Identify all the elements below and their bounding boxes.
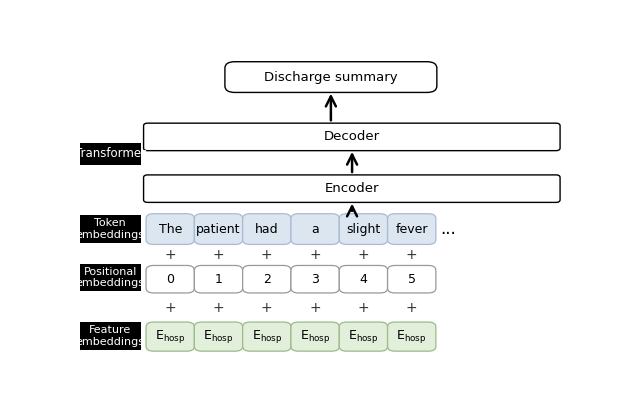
FancyBboxPatch shape — [243, 322, 291, 351]
Text: 3: 3 — [311, 273, 319, 286]
Text: Encoder: Encoder — [324, 182, 379, 195]
Text: slight: slight — [346, 223, 380, 236]
Text: +: + — [164, 300, 176, 315]
Text: Discharge summary: Discharge summary — [264, 71, 398, 84]
FancyBboxPatch shape — [387, 265, 436, 293]
Text: $\mathrm{E}_{\mathrm{hosp}}$: $\mathrm{E}_{\mathrm{hosp}}$ — [204, 328, 234, 345]
Text: $\mathrm{E}_{\mathrm{hosp}}$: $\mathrm{E}_{\mathrm{hosp}}$ — [155, 328, 186, 345]
Text: 2: 2 — [263, 273, 271, 286]
Text: patient: patient — [197, 223, 241, 236]
FancyBboxPatch shape — [243, 265, 291, 293]
Text: Decoder: Decoder — [324, 130, 380, 143]
Text: +: + — [261, 248, 273, 262]
Text: 4: 4 — [359, 273, 368, 286]
Text: +: + — [212, 248, 225, 262]
Text: $\mathrm{E}_{\mathrm{hosp}}$: $\mathrm{E}_{\mathrm{hosp}}$ — [396, 328, 427, 345]
Text: fever: fever — [396, 223, 428, 236]
Text: +: + — [164, 248, 176, 262]
FancyBboxPatch shape — [195, 214, 243, 244]
FancyBboxPatch shape — [146, 265, 195, 293]
Text: had: had — [255, 223, 279, 236]
Text: 1: 1 — [214, 273, 223, 286]
Text: +: + — [406, 300, 417, 315]
FancyBboxPatch shape — [291, 214, 339, 244]
Text: Feature
embeddings: Feature embeddings — [76, 325, 145, 346]
Text: a: a — [311, 223, 319, 236]
Text: The: The — [158, 223, 182, 236]
FancyBboxPatch shape — [195, 265, 243, 293]
FancyBboxPatch shape — [144, 175, 560, 202]
FancyBboxPatch shape — [144, 123, 560, 151]
FancyBboxPatch shape — [195, 322, 243, 351]
Text: $\mathrm{E}_{\mathrm{hosp}}$: $\mathrm{E}_{\mathrm{hosp}}$ — [300, 328, 330, 345]
FancyBboxPatch shape — [291, 322, 339, 351]
Text: +: + — [406, 248, 417, 262]
Text: $\mathrm{E}_{\mathrm{hosp}}$: $\mathrm{E}_{\mathrm{hosp}}$ — [348, 328, 378, 345]
Text: +: + — [357, 248, 370, 262]
Text: $\mathrm{E}_{\mathrm{hosp}}$: $\mathrm{E}_{\mathrm{hosp}}$ — [252, 328, 282, 345]
FancyBboxPatch shape — [339, 265, 387, 293]
FancyBboxPatch shape — [243, 214, 291, 244]
FancyBboxPatch shape — [146, 214, 195, 244]
Text: +: + — [261, 300, 273, 315]
FancyBboxPatch shape — [387, 214, 436, 244]
FancyBboxPatch shape — [339, 322, 387, 351]
FancyBboxPatch shape — [146, 322, 195, 351]
Text: +: + — [309, 300, 321, 315]
Text: Token
embeddings: Token embeddings — [76, 218, 145, 240]
Bar — [80, 142, 141, 165]
Text: Positional
embeddings: Positional embeddings — [76, 267, 145, 289]
Text: +: + — [357, 300, 370, 315]
Text: Transformer: Transformer — [75, 147, 146, 160]
Text: 0: 0 — [166, 273, 174, 286]
FancyBboxPatch shape — [225, 62, 437, 92]
FancyBboxPatch shape — [387, 322, 436, 351]
Bar — [80, 215, 141, 243]
Bar — [80, 322, 141, 349]
Text: +: + — [309, 248, 321, 262]
Text: ...: ... — [440, 220, 456, 238]
FancyBboxPatch shape — [339, 214, 387, 244]
Text: +: + — [212, 300, 225, 315]
FancyBboxPatch shape — [291, 265, 339, 293]
Text: 5: 5 — [408, 273, 416, 286]
Bar — [80, 264, 141, 291]
